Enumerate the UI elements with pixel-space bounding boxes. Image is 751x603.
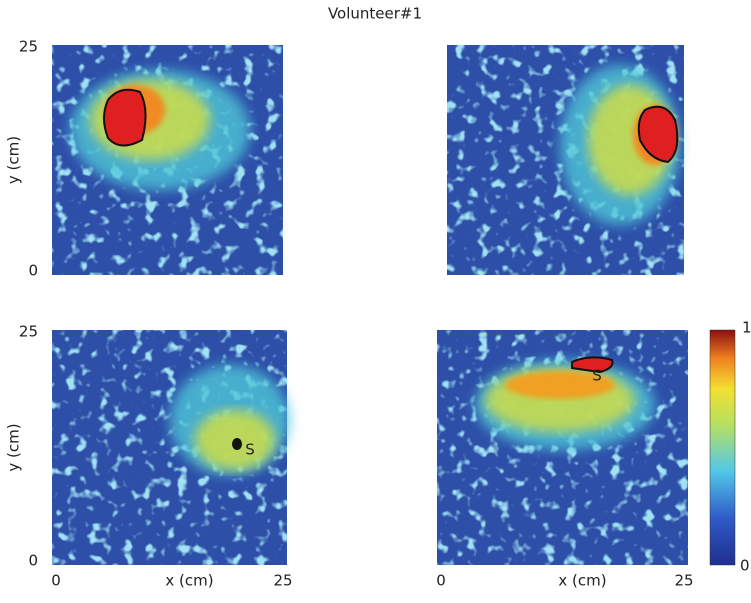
y-axis-label: y (cm) [5, 136, 23, 184]
colorbar-tick-label: 1 [742, 319, 751, 337]
figure-title: Volunteer#1 [328, 5, 422, 23]
heatmap-panel [447, 45, 684, 275]
x-tick-label: 0 [436, 572, 446, 590]
heatmap-panel [52, 45, 283, 275]
y-tick-label: 0 [28, 262, 38, 280]
annotation: S [245, 441, 255, 459]
x-axis-label: x (cm) [558, 572, 606, 590]
annotation: S [592, 367, 602, 385]
colorbar-tick-label: 0 [740, 557, 750, 575]
colorbar [709, 329, 736, 566]
x-tick-label: 0 [51, 572, 61, 590]
heatmap-panel [52, 330, 290, 565]
y-axis-label: y (cm) [5, 423, 23, 471]
heatmap-panel [437, 330, 688, 565]
x-tick-label: 25 [674, 572, 693, 590]
y-tick-label: 25 [19, 38, 38, 56]
y-tick-label: 25 [19, 323, 38, 341]
x-tick-label: 25 [273, 572, 292, 590]
x-axis-label: x (cm) [165, 572, 213, 590]
y-tick-label: 0 [28, 552, 38, 570]
